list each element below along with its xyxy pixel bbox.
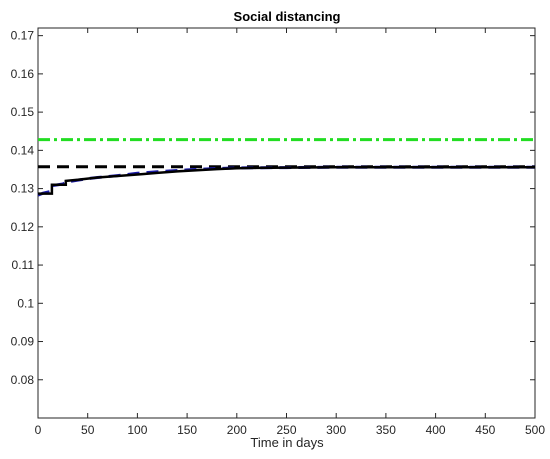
- plot-area: 0 50 100 150 200 250 300 350 400 450 500 0.08 0.09 0.…: [11, 27, 545, 437]
- y-tick-label: 0.09: [11, 335, 35, 349]
- x-tick-label: 150: [177, 423, 197, 437]
- x-tick-label: 0: [35, 423, 42, 437]
- y-tick-label: 0.13: [11, 182, 35, 196]
- y-tick-label: 0.14: [11, 143, 35, 157]
- x-tick-label: 50: [81, 423, 95, 437]
- y-tick-label: 0.17: [11, 29, 35, 43]
- x-tick-label: 350: [376, 423, 396, 437]
- x-tick-label: 100: [127, 423, 147, 437]
- y-tick-label: 0.08: [11, 373, 35, 387]
- y-tick-label: 0.16: [11, 67, 35, 81]
- x-axis-label: Time in days: [250, 435, 324, 450]
- x-tick-label: 450: [475, 423, 495, 437]
- y-tick-label: 0.11: [12, 258, 35, 272]
- y-tick-label: 0.12: [11, 220, 35, 234]
- x-tick-label: 300: [326, 423, 346, 437]
- series-line-4: [38, 165, 535, 195]
- y-tick-label: 0.1: [17, 296, 34, 310]
- y-tick-label: 0.15: [11, 105, 35, 119]
- x-tick-label: 400: [426, 423, 446, 437]
- x-tick-label: 250: [276, 423, 296, 437]
- x-tick-label: 500: [525, 423, 545, 437]
- chart-title: Social distancing: [234, 9, 341, 24]
- x-tick-label: 200: [227, 423, 247, 437]
